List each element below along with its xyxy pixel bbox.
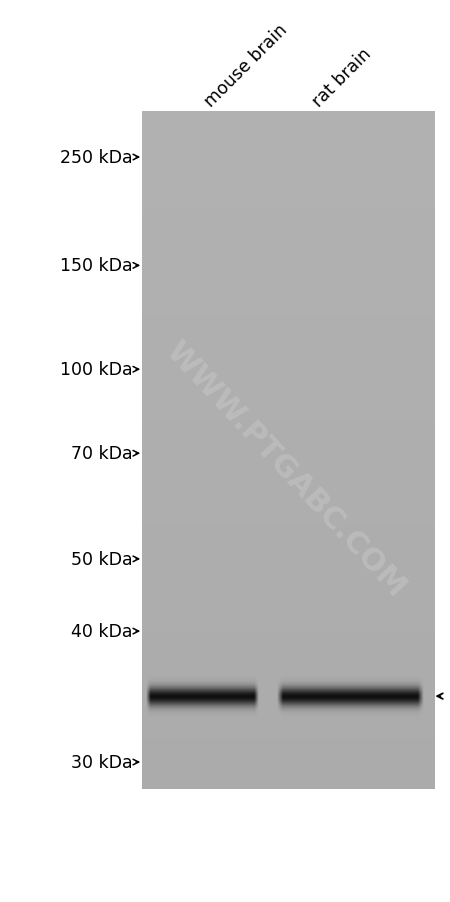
Text: 250 kDa: 250 kDa [60,149,133,167]
Text: rat brain: rat brain [309,45,375,111]
Text: WWW.PTGABC.COM: WWW.PTGABC.COM [160,336,411,603]
Text: 70 kDa: 70 kDa [71,445,133,463]
Text: 150 kDa: 150 kDa [60,257,133,275]
Text: 40 kDa: 40 kDa [71,622,133,640]
Text: 50 kDa: 50 kDa [71,550,133,568]
Text: 30 kDa: 30 kDa [71,753,133,771]
Text: 100 kDa: 100 kDa [60,361,133,379]
Text: mouse brain: mouse brain [201,21,291,111]
